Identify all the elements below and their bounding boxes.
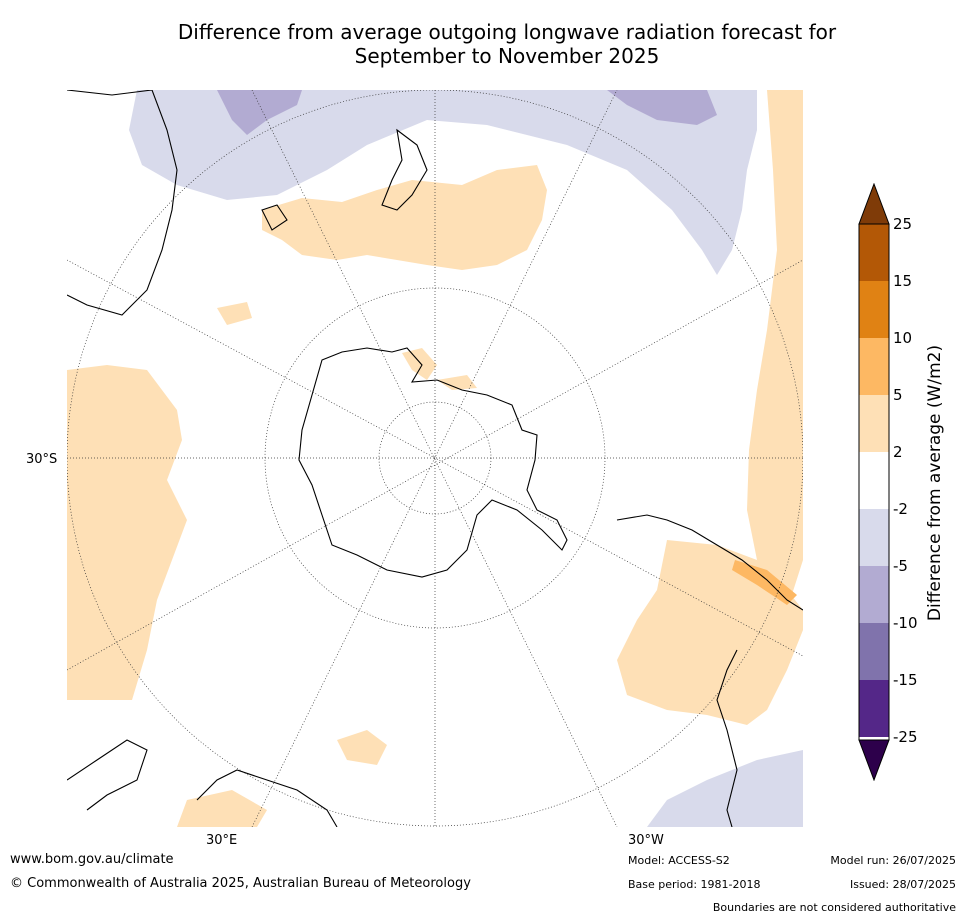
- tasmania-coastline: [261, 204, 288, 231]
- colorbar-tick-m15: -15: [893, 671, 918, 689]
- anomaly-positive-ross-sea: [402, 348, 477, 390]
- model-run-date: Model run: 26/07/2025: [830, 854, 956, 867]
- colorbar-tick-10: 10: [893, 329, 913, 347]
- colorbar-bin-2-5: [859, 395, 889, 452]
- polar-map: [67, 90, 803, 827]
- colorbar-bin-5-10: [859, 338, 889, 395]
- colorbar-tick-m2: -2: [893, 500, 908, 518]
- latitude-label-30s: 30°S: [26, 452, 58, 467]
- meridian-4: [67, 259, 803, 671]
- copyright-text: © Commonwealth of Australia 2025, Austra…: [10, 876, 471, 891]
- title-line-1: Difference from average outgoing longwav…: [177, 20, 837, 44]
- colorbar-tick-15: 15: [893, 272, 913, 290]
- colorbar-bin-m2-m5: [859, 509, 889, 566]
- anomaly-positive-indian: [67, 365, 187, 700]
- anomaly-negative-pacific: [129, 90, 757, 275]
- antarctica-coastline: [298, 347, 568, 578]
- anomaly-positive-africa: [177, 790, 267, 827]
- issued-date: Issued: 28/07/2025: [849, 878, 956, 891]
- colorbar-title: Difference from average (W/m2): [925, 344, 945, 622]
- longitude-label-30e: 30°E: [206, 833, 238, 848]
- map-title: Difference from average outgoing longwav…: [0, 20, 965, 68]
- colorbar-bin-10-15: [859, 281, 889, 338]
- model-name: Model: ACCESS-S2: [628, 854, 730, 867]
- boundaries-disclaimer: Boundaries are not considered authoritat…: [712, 901, 956, 914]
- colorbar-bin-neutral: [859, 452, 889, 509]
- map-canvas: [67, 90, 803, 827]
- colorbar-bottom-arrow: [858, 739, 890, 781]
- longitude-label-30w: 30°W: [628, 833, 664, 848]
- graticule: [67, 90, 803, 827]
- meridian-6: [251, 90, 618, 827]
- base-period: Base period: 1981-2018: [628, 878, 761, 891]
- south-america-coastline: [616, 514, 803, 827]
- colorbar-tick-2: 2: [893, 443, 903, 461]
- title-line-2: September to November 2025: [354, 44, 660, 68]
- africa-coastline: [67, 739, 338, 827]
- colorbar-bin-15-25: [859, 224, 889, 281]
- anomaly-positive-south-atlantic: [617, 540, 803, 725]
- anomaly-positive-island-patch-2: [337, 730, 387, 765]
- coastlines: [67, 90, 803, 827]
- australia-coastline: [67, 90, 178, 316]
- colorbar-tick-5: 5: [893, 386, 903, 404]
- colorbar-bin-m10-m15: [859, 623, 889, 680]
- anomaly-positive-tasman: [262, 165, 547, 270]
- colorbar-tick-m25: -25: [893, 728, 918, 746]
- anomaly-positive-south-america-east: [747, 90, 803, 610]
- colorbar-tick-25: 25: [893, 215, 913, 233]
- anomaly-negative-atlantic: [647, 750, 803, 827]
- colorbar-tick-m5: -5: [893, 557, 908, 575]
- colorbar-bin-m5-m10: [859, 566, 889, 623]
- colorbar-top-arrow: [858, 183, 890, 225]
- website-link[interactable]: www.bom.gov.au/climate: [10, 852, 174, 867]
- colorbar-outline: [858, 223, 890, 741]
- anomaly-positive-island-patch-1: [217, 302, 252, 325]
- colorbar: [858, 183, 890, 781]
- anomaly-negative-pacific-strong: [217, 90, 717, 135]
- colorbar-bin-m15-m25: [859, 680, 889, 737]
- colorbar-tick-m10: -10: [893, 614, 918, 632]
- new-zealand-coastline: [381, 128, 428, 211]
